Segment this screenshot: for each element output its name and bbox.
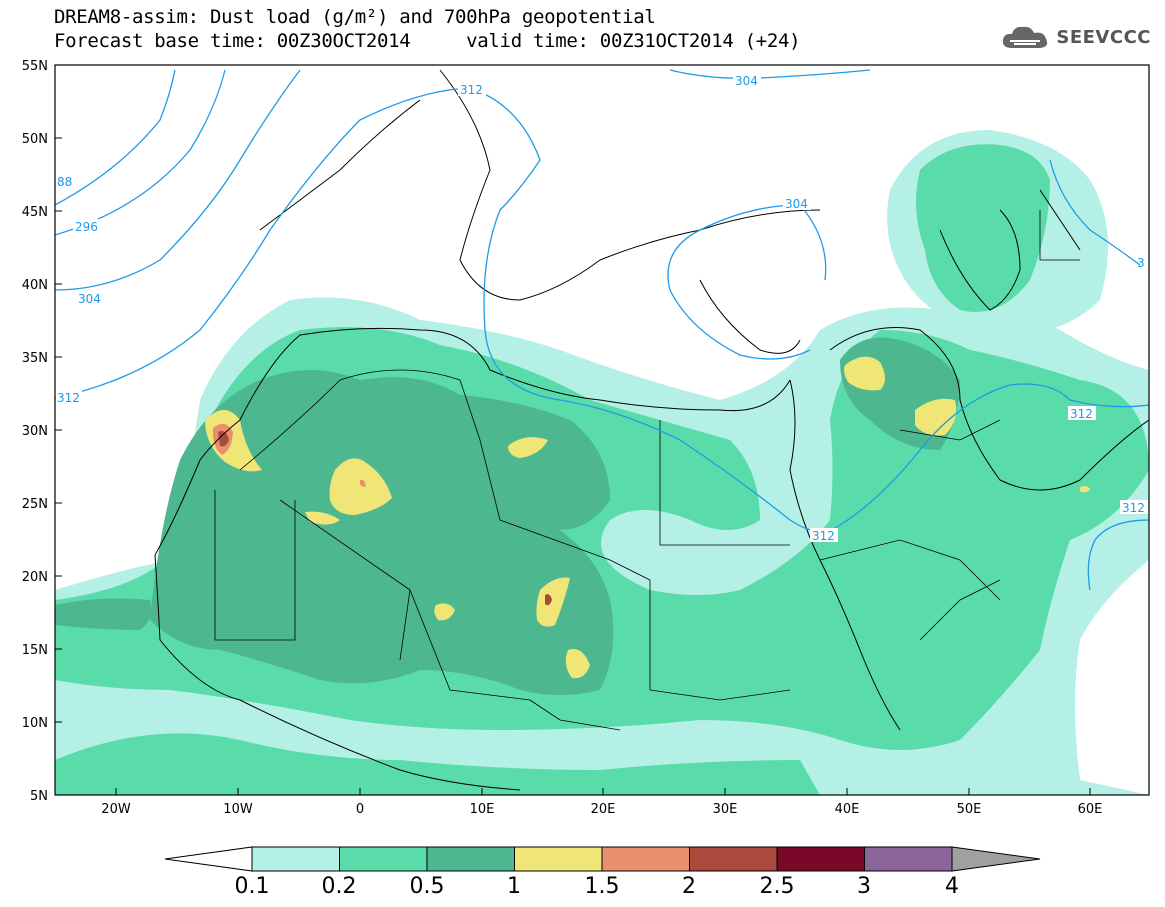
lat-label: 25N bbox=[22, 497, 48, 512]
lon-label: 20W bbox=[101, 802, 131, 817]
lat-label: 15N bbox=[22, 643, 48, 658]
contour-label: 3 bbox=[1137, 256, 1145, 270]
colorbar-label: 1 bbox=[507, 874, 521, 899]
lon-label: 20E bbox=[591, 802, 616, 817]
colorbar-label: 3 bbox=[857, 874, 871, 899]
contour-label: 312 bbox=[460, 83, 483, 97]
colorbar-label: 0.1 bbox=[235, 874, 270, 899]
contour-label: 312 bbox=[1122, 501, 1145, 515]
lat-label: 20N bbox=[22, 570, 48, 585]
lon-label: 10W bbox=[223, 802, 253, 817]
longitude-labels: 20W 10W 0 10E 20E 30E 40E 50E 60E bbox=[101, 802, 1102, 817]
map-title-line2: Forecast base time: 00Z30OCT2014 valid t… bbox=[54, 30, 801, 52]
axis-ticks bbox=[55, 64, 1091, 795]
colorbar-label: 1.5 bbox=[585, 874, 620, 899]
dust-level-1-5-2 bbox=[212, 423, 552, 606]
geopotential-contours bbox=[55, 69, 1149, 591]
colorbar-label: 2.5 bbox=[760, 874, 795, 899]
lon-label: 10E bbox=[470, 802, 495, 817]
colorbar-swatch bbox=[864, 846, 953, 872]
lon-label: 40E bbox=[835, 802, 860, 817]
contour-labels: 312 304 88 296 304 312 304 312 312 312 3 bbox=[56, 73, 1148, 543]
lat-label: 5N bbox=[30, 789, 48, 804]
colorbar-swatch bbox=[601, 846, 690, 872]
lat-label: 45N bbox=[22, 205, 48, 220]
lat-label: 35N bbox=[22, 351, 48, 366]
colorbar-labels: 0.1 0.2 0.5 1 1.5 2 2.5 3 4 bbox=[235, 874, 960, 899]
colorbar: 0.1 0.2 0.5 1 1.5 2 2.5 3 4 bbox=[164, 846, 1041, 899]
colorbar-over-arrow bbox=[951, 846, 1041, 872]
latitude-labels: 55N 50N 45N 40N 35N 30N 25N 20N 15N 10N … bbox=[22, 59, 48, 804]
colorbar-swatch bbox=[689, 846, 778, 872]
contour-label: 312 bbox=[57, 391, 80, 405]
contour-label: 304 bbox=[78, 292, 101, 306]
colorbar-swatches bbox=[251, 846, 953, 872]
lon-label: 50E bbox=[957, 802, 982, 817]
colorbar-label: 0.5 bbox=[410, 874, 445, 899]
logo-text: SEEVCCC bbox=[1056, 26, 1151, 48]
contour-label: 304 bbox=[785, 197, 808, 211]
colorbar-label: 2 bbox=[682, 874, 696, 899]
seevccc-logo: SEEVCCC bbox=[1000, 22, 1151, 52]
lat-label: 40N bbox=[22, 278, 48, 293]
coastlines bbox=[154, 69, 1149, 791]
map-title-line1: DREAM8-assim: Dust load (g/m²) and 700hP… bbox=[54, 6, 656, 28]
lat-label: 50N bbox=[22, 132, 48, 147]
contour-label: 312 bbox=[812, 529, 835, 543]
colorbar-swatch bbox=[776, 846, 865, 872]
colorbar-swatch bbox=[426, 846, 515, 872]
colorbar-swatch bbox=[514, 846, 603, 872]
contour-label: 312 bbox=[1070, 407, 1093, 421]
lon-label: 0 bbox=[356, 802, 364, 817]
contour-label: 296 bbox=[75, 220, 98, 234]
lat-label: 30N bbox=[22, 424, 48, 439]
colorbar-label: 0.2 bbox=[322, 874, 357, 899]
lat-label: 55N bbox=[22, 59, 48, 74]
colorbar-swatch bbox=[251, 846, 340, 872]
lon-label: 30E bbox=[713, 802, 738, 817]
colorbar-swatch bbox=[339, 846, 428, 872]
lat-label: 10N bbox=[22, 716, 48, 731]
dust-fields bbox=[55, 69, 1149, 795]
lon-label: 60E bbox=[1078, 802, 1103, 817]
cloud-icon bbox=[1003, 26, 1048, 48]
country-borders bbox=[214, 210, 1080, 731]
colorbar-label: 4 bbox=[945, 874, 959, 899]
colorbar-under-arrow bbox=[164, 846, 253, 872]
contour-label: 304 bbox=[735, 74, 758, 88]
contour-label: 88 bbox=[57, 175, 72, 189]
